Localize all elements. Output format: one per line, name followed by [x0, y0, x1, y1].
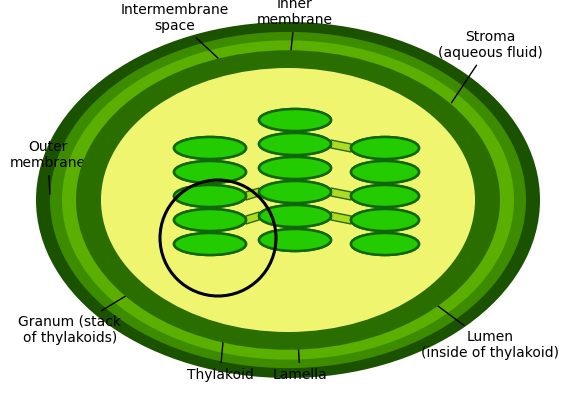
- Ellipse shape: [50, 32, 526, 368]
- Text: Lumen
(inside of thylakoid): Lumen (inside of thylakoid): [412, 287, 559, 360]
- Ellipse shape: [259, 229, 331, 251]
- Ellipse shape: [174, 185, 246, 207]
- Text: Inner
membrane: Inner membrane: [257, 0, 333, 57]
- Ellipse shape: [174, 137, 246, 159]
- Ellipse shape: [174, 161, 246, 183]
- Ellipse shape: [259, 109, 331, 131]
- Ellipse shape: [259, 133, 331, 155]
- Ellipse shape: [351, 161, 419, 183]
- Polygon shape: [331, 140, 351, 152]
- Ellipse shape: [259, 109, 331, 131]
- Ellipse shape: [174, 233, 246, 255]
- Ellipse shape: [101, 68, 475, 332]
- Ellipse shape: [174, 161, 246, 183]
- Text: Outer
membrane: Outer membrane: [10, 140, 86, 194]
- Ellipse shape: [259, 181, 331, 203]
- Ellipse shape: [174, 209, 246, 231]
- Ellipse shape: [351, 209, 419, 231]
- Polygon shape: [246, 212, 259, 224]
- Ellipse shape: [174, 137, 246, 159]
- Ellipse shape: [174, 185, 246, 207]
- Text: Thylakoid: Thylakoid: [187, 323, 253, 382]
- Ellipse shape: [351, 161, 419, 183]
- Ellipse shape: [259, 157, 331, 179]
- Polygon shape: [331, 188, 351, 200]
- Text: Stroma
(aqueous fluid): Stroma (aqueous fluid): [438, 30, 543, 103]
- Ellipse shape: [62, 40, 514, 360]
- Ellipse shape: [259, 133, 331, 155]
- Text: Granum (stack
of thylakoids): Granum (stack of thylakoids): [18, 276, 158, 345]
- Ellipse shape: [259, 205, 331, 227]
- Ellipse shape: [259, 205, 331, 227]
- Ellipse shape: [351, 233, 419, 255]
- Ellipse shape: [351, 137, 419, 159]
- Ellipse shape: [174, 233, 246, 255]
- Ellipse shape: [351, 137, 419, 159]
- Text: Intermembrane
space: Intermembrane space: [121, 3, 229, 58]
- Ellipse shape: [351, 209, 419, 231]
- Polygon shape: [246, 188, 259, 200]
- Ellipse shape: [259, 157, 331, 179]
- Ellipse shape: [351, 185, 419, 207]
- Ellipse shape: [259, 181, 331, 203]
- Ellipse shape: [351, 185, 419, 207]
- Ellipse shape: [351, 233, 419, 255]
- Ellipse shape: [76, 50, 500, 350]
- Text: Lamella: Lamella: [272, 293, 327, 382]
- Polygon shape: [331, 212, 351, 224]
- Ellipse shape: [174, 209, 246, 231]
- Ellipse shape: [259, 229, 331, 251]
- Ellipse shape: [36, 22, 540, 378]
